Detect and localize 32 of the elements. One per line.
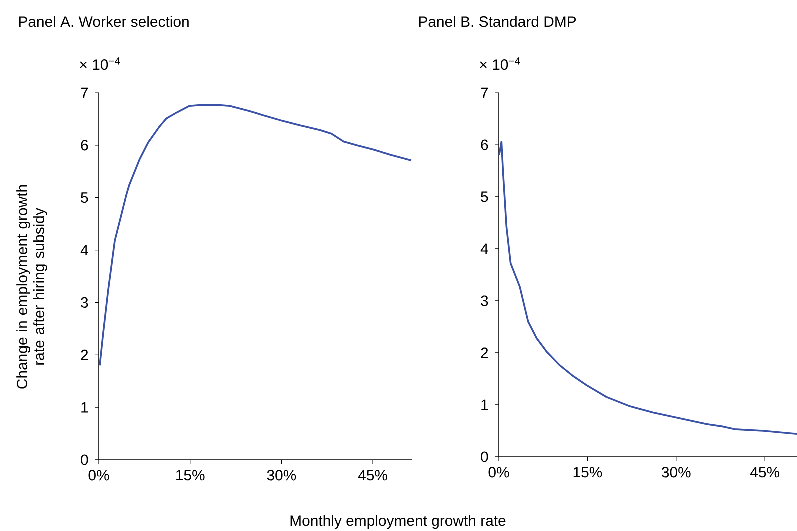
y-tick-label: 4	[80, 245, 88, 256]
line-series	[498, 140, 797, 436]
y-tick-label: 0	[81, 454, 88, 466]
line-series	[99, 104, 412, 367]
y-tick-label: 7	[81, 88, 88, 98]
y-tick-label: 5	[81, 192, 88, 204]
x-axis-title: Monthly employment growth rate	[290, 515, 506, 530]
y-tick-label: 0	[481, 452, 488, 462]
y-tick-label: 2	[481, 348, 488, 358]
y-tick-label: 1	[482, 400, 488, 410]
x-tick-label: 30%	[267, 470, 296, 481]
y-axis-title: Change in employment growth rate after hiring subsidy	[16, 185, 48, 389]
text: × 10$^{−4}$	[80, 58, 120, 70]
x-tick-label: 45%	[358, 470, 388, 481]
y-tick-label: 7	[481, 88, 488, 98]
x-tick-label: 30%	[662, 467, 691, 478]
y-tick-label: 2	[81, 350, 88, 360]
y-tick-label: 5	[481, 192, 488, 202]
x-tick-label: 15%	[176, 470, 205, 481]
x-tick-label: 0%	[488, 467, 510, 478]
x-tick-label: 15%	[574, 467, 602, 478]
y-tick-label: 3	[481, 296, 488, 306]
y-tick-label: 4	[480, 244, 488, 254]
text: × 10$^{−4}$	[480, 58, 520, 70]
chart-title: Panel A. Worker selection	[19, 16, 189, 28]
chart-title: Panel B. Standard DMP	[419, 16, 576, 28]
x-tick-label: 45%	[750, 467, 780, 478]
y-tick-label: 3	[81, 297, 88, 308]
y-tick-label: 6	[481, 140, 488, 150]
y-tick-label: 6	[81, 140, 88, 151]
y-tick-label: 1	[82, 402, 88, 413]
x-tick-label: 0%	[88, 470, 110, 481]
